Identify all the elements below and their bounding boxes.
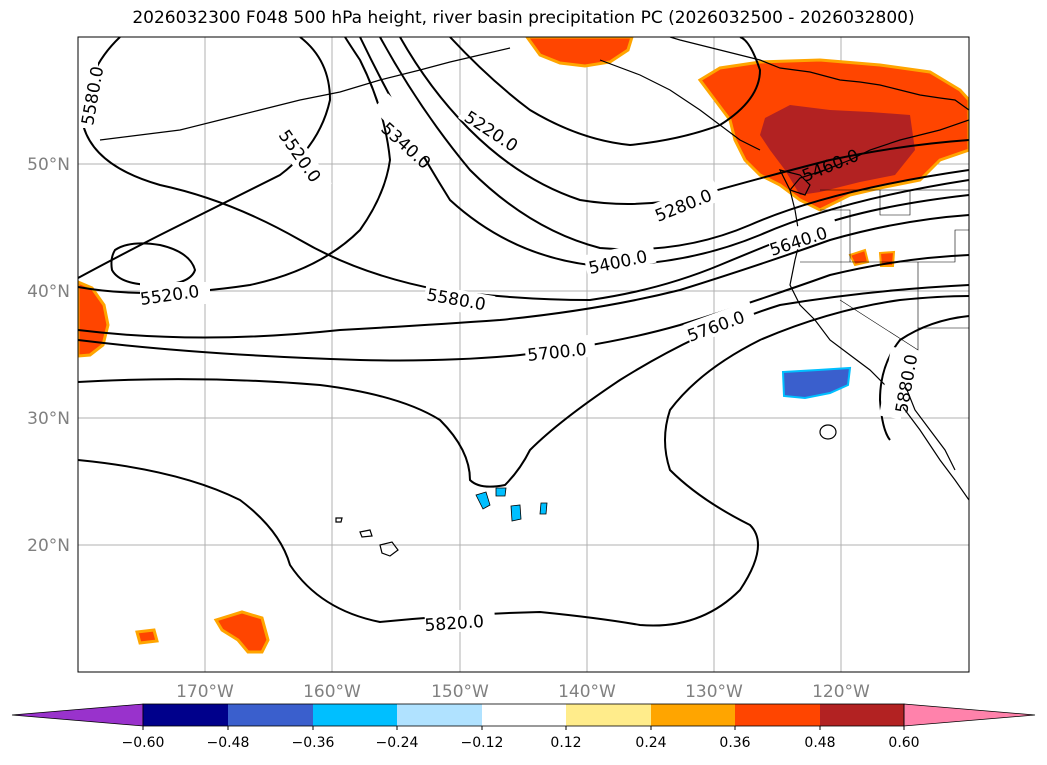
lon-label-120w: 120°W [812,682,870,702]
precip-negative-hawaii-3 [510,504,522,522]
colorbar-tick-label: 0.12 [550,735,581,751]
colorbar-extend-left [11,703,144,727]
island-circle [819,424,837,440]
precip-pnw-core [760,105,915,195]
colorbar-swatch [228,704,313,726]
colorbar-tick-label: 0.60 [888,735,919,751]
lat-label-40n: 40°N [27,282,70,302]
contour-5340 [399,37,969,205]
contour-5220 [449,37,762,147]
precip-negative-hawaii-1 [475,491,491,510]
lon-label-140w: 140°W [558,682,616,702]
lon-label-160w: 160°W [303,682,361,702]
lon-label-150w: 150°W [431,682,489,702]
coastline-hawaii-oahu [335,517,343,523]
lon-label-130w: 130°W [685,682,743,702]
colorbar-tick-label: 0.24 [635,735,666,751]
precip-south-2 [135,628,159,645]
precip-nw-pacific [525,37,634,68]
lat-label-30n: 30°N [27,409,70,429]
colorbar-outline [142,703,905,727]
colorbar-swatch [143,704,228,726]
colorbar-tick-label: −0.12 [461,735,504,751]
contour-label: 5820.0 [424,612,485,636]
coastline-hawaii-big-island [379,541,399,557]
colorbar-swatch [735,704,820,726]
colorbar-tick-label: 0.36 [719,735,750,751]
precip-south-1 [213,610,270,654]
contour-5520-low [110,242,197,287]
coastline-north-america [669,37,969,501]
chart-title: 2026032300 F048 500 hPa height, river ba… [132,8,915,28]
contour-5760 [78,284,969,488]
coastline-aleutians [99,47,511,141]
lat-label-20n: 20°N [27,536,70,556]
lat-label-50n: 50°N [27,155,70,175]
map-frame [77,36,970,673]
longitude-labels: 170°W 160°W 150°W 140°W 130°W 120°W [176,682,870,702]
coastlines [99,37,969,557]
colorbar: −0.60 −0.48 −0.36 −0.24 −0.12 0.12 0.24 … [11,703,1036,751]
latitude-labels: 50°N 40°N 30°N 20°N [27,155,70,556]
precip-negative-baja [781,366,852,400]
coastline-vancouver-island [778,169,811,196]
contour-5640 [78,214,969,339]
colorbar-tick-label: −0.36 [292,735,335,751]
lon-label-170w: 170°W [176,682,234,702]
border-states-1 [800,229,969,263]
precip-shading [78,37,969,654]
coastline-alaska-panhandle [599,59,761,151]
colorbar-swatch [820,704,904,726]
map-area: 5580.0 5520.0 5340.0 5220.0 5520.0 5280.… [78,37,969,672]
precip-negative-hawaii-2 [495,487,507,497]
colorbar-swatch [566,704,651,726]
colorbar-swatch [651,704,735,726]
colorbar-swatch [313,704,397,726]
colorbar-tick-label: −0.48 [207,735,250,751]
precip-negative-hawaii-4 [539,502,548,515]
colorbar-extend-right [903,703,1036,727]
coastline-hawaii-maui [359,529,373,538]
colorbar-ticks [142,726,905,730]
border-states-3 [839,299,969,351]
colorbar-swatch [397,704,482,726]
colorbar-tick-label: −0.60 [122,735,165,751]
precip-dateline-west [78,280,110,358]
colorbar-swatch [482,704,566,726]
contour-5820 [78,295,969,627]
contour-5400 [379,37,969,251]
gridlines [78,37,969,672]
contour-5880 [878,315,969,441]
colorbar-tick-label: 0.48 [804,735,835,751]
colorbar-tick-label: −0.24 [376,735,419,751]
